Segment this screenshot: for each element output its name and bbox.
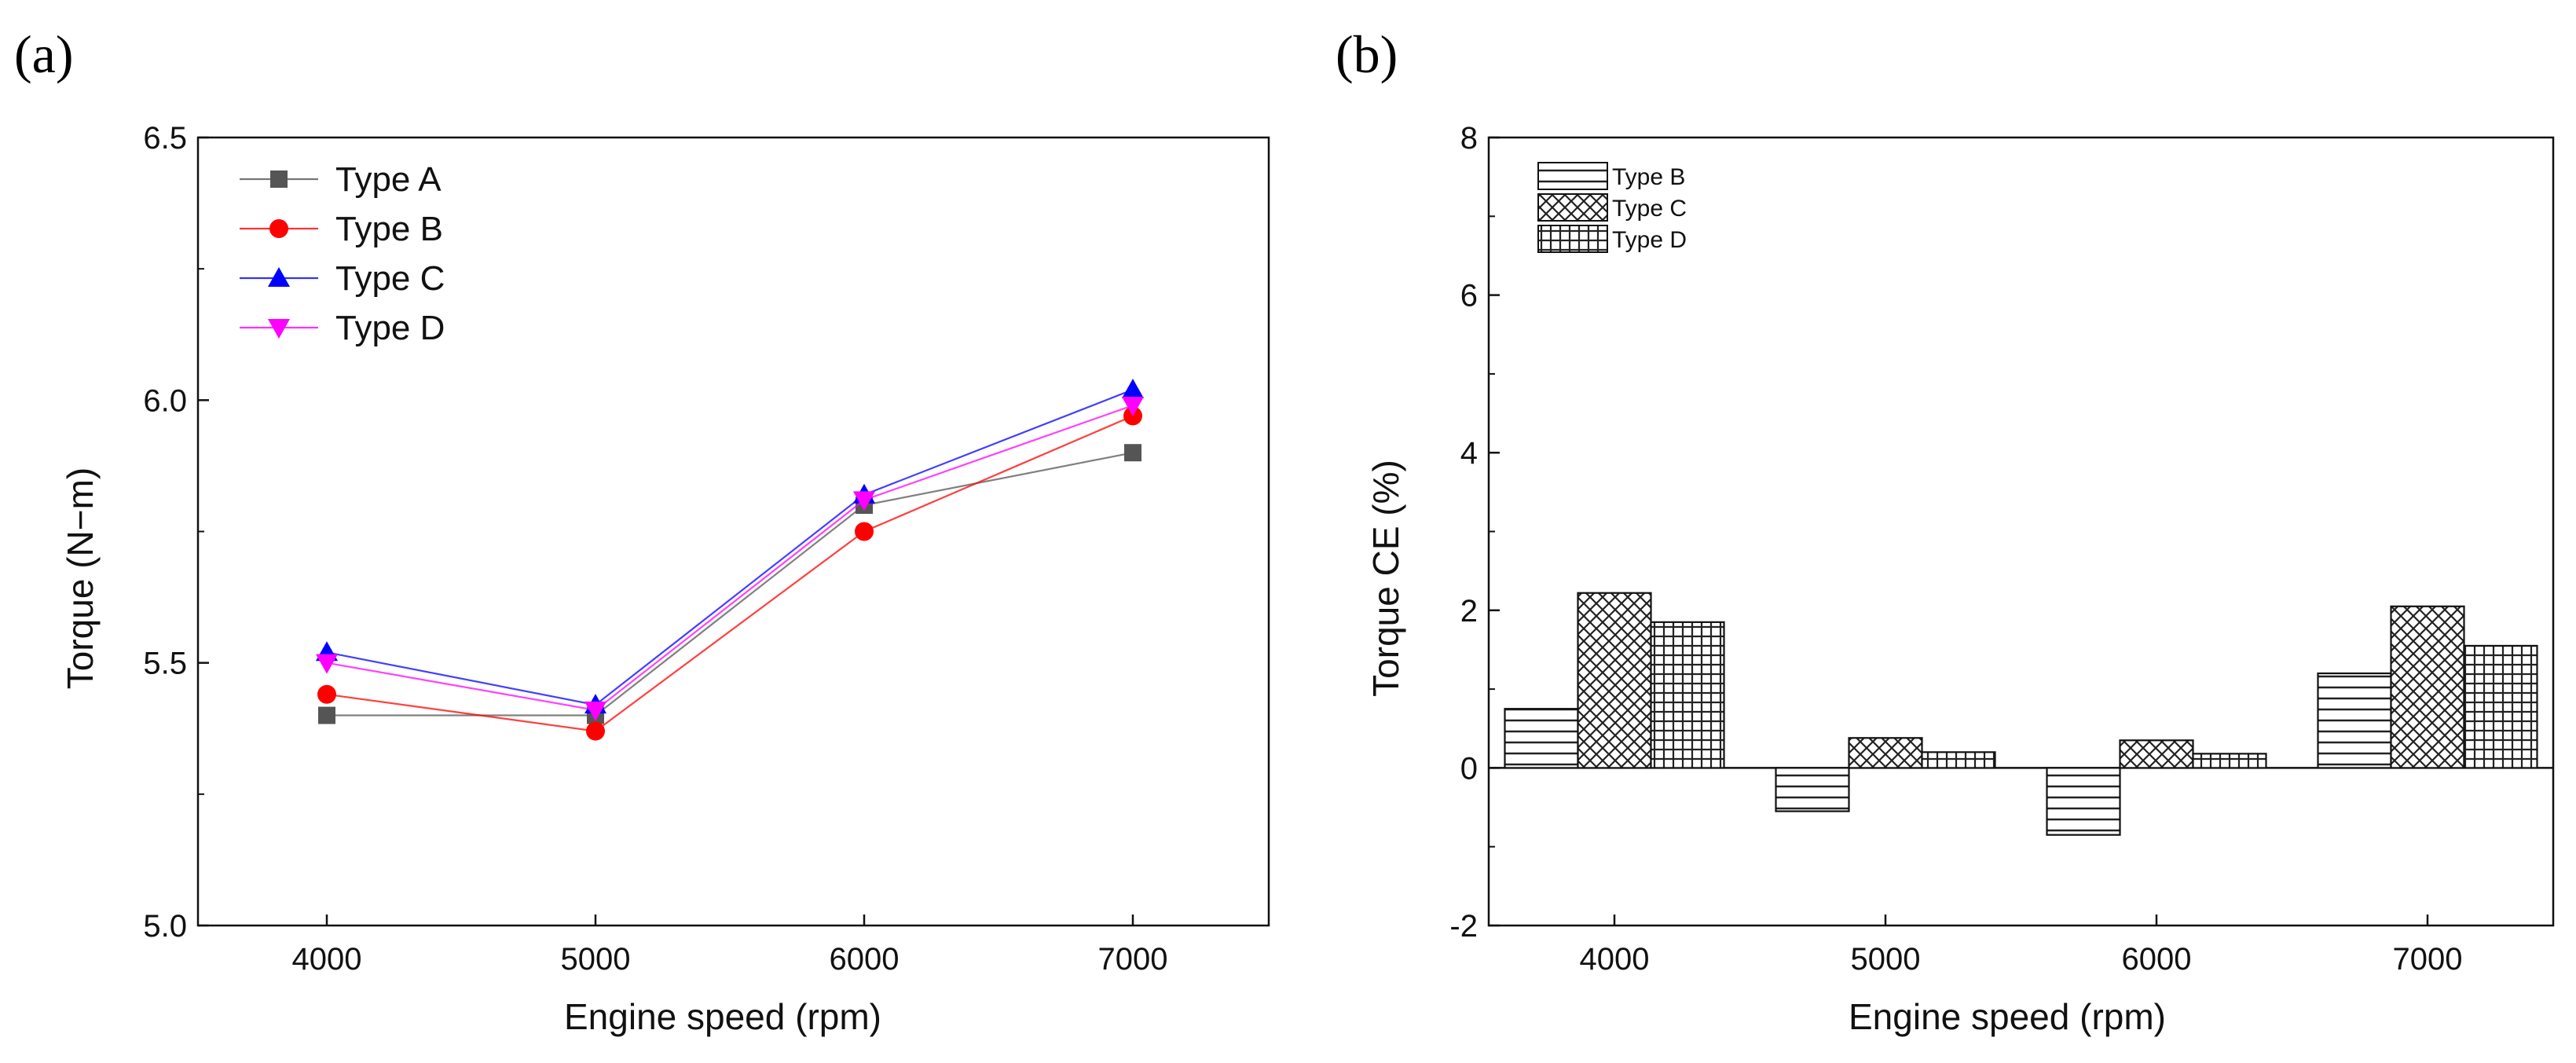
data-point — [853, 491, 875, 511]
legend-label: Type C — [335, 259, 445, 298]
panel-label-a: (a) — [14, 24, 73, 84]
y-tick-label: 5.0 — [143, 909, 187, 944]
series-line-type-b — [326, 415, 1134, 732]
x-tick-label: 4000 — [292, 942, 362, 977]
bar — [1650, 621, 1725, 769]
x-tick-label: 6000 — [2122, 942, 2192, 977]
legend-swatch — [1537, 193, 1608, 222]
y-tick-label: 4 — [1460, 436, 1478, 471]
series-line-type-c — [326, 388, 1134, 706]
bar — [2119, 739, 2194, 769]
legend-marker — [269, 219, 288, 238]
bar — [1921, 751, 1996, 769]
chart-b-ylabel: Torque CE (%) — [1365, 460, 1406, 697]
y-tick-label: 8 — [1460, 121, 1478, 156]
y-tick-label: 5.5 — [143, 647, 187, 681]
data-point — [1122, 378, 1144, 398]
legend-label: Type B — [1612, 164, 1685, 190]
chart-b: -2 0 2 4 6 8 4000 5000 6000 7000 Type B Type C Type … — [1449, 121, 2555, 977]
chart-b-xlabel: Engine speed (rpm) — [1849, 996, 2166, 1037]
x-tick-label: 7000 — [2393, 942, 2463, 977]
x-tick-label: 5000 — [1851, 942, 1921, 977]
data-point — [316, 654, 338, 674]
bar — [2463, 644, 2538, 769]
y-tick-label: 6 — [1460, 279, 1478, 313]
plot-frame — [196, 136, 1270, 927]
y-tick-label: 6.5 — [143, 121, 187, 156]
legend-label: Type B — [335, 210, 443, 248]
bar — [2192, 753, 2267, 769]
x-tick-label: 5000 — [561, 942, 631, 977]
data-point — [584, 701, 606, 721]
x-tick-label: 4000 — [1580, 942, 1650, 977]
series-line-type-d — [326, 404, 1134, 712]
bar — [2390, 605, 2465, 769]
data-point — [586, 721, 605, 741]
panel-label-b: (b) — [1336, 24, 1398, 84]
chart-a-xlabel: Engine speed (rpm) — [564, 996, 881, 1037]
x-tick-label: 7000 — [1098, 942, 1168, 977]
data-point — [317, 684, 336, 704]
y-tick-label: 6.0 — [143, 383, 187, 418]
data-point — [855, 522, 874, 541]
plot-frame — [1487, 136, 2555, 927]
bar — [1577, 592, 1652, 769]
legend-marker — [268, 319, 290, 339]
chart-a-ylabel: Torque (N−m) — [60, 467, 101, 689]
legend-marker — [268, 267, 290, 287]
legend-swatch — [1537, 225, 1608, 253]
bar — [2046, 767, 2121, 836]
legend-marker — [270, 170, 288, 188]
data-point — [1122, 397, 1144, 417]
legend-swatch — [1537, 162, 1608, 190]
legend-label: Type D — [335, 309, 445, 347]
chart-a: 5.0 5.5 6.0 6.5 4000 5000 6000 7000 Type A Type B… — [143, 121, 1270, 977]
bar — [1504, 708, 1579, 769]
bar — [2317, 672, 2392, 769]
y-tick-label: -2 — [1449, 909, 1478, 944]
bar — [1775, 767, 1850, 812]
y-tick-label: 2 — [1460, 594, 1478, 629]
data-point — [1124, 444, 1141, 462]
legend-label: Type C — [1612, 196, 1687, 222]
series-line-type-a — [327, 452, 1134, 717]
y-tick-label: 0 — [1460, 751, 1478, 786]
data-point — [318, 706, 335, 724]
legend-label: Type A — [335, 160, 442, 199]
x-tick-label: 6000 — [830, 942, 900, 977]
legend-label: Type D — [1612, 227, 1687, 253]
bar — [1848, 737, 1923, 769]
